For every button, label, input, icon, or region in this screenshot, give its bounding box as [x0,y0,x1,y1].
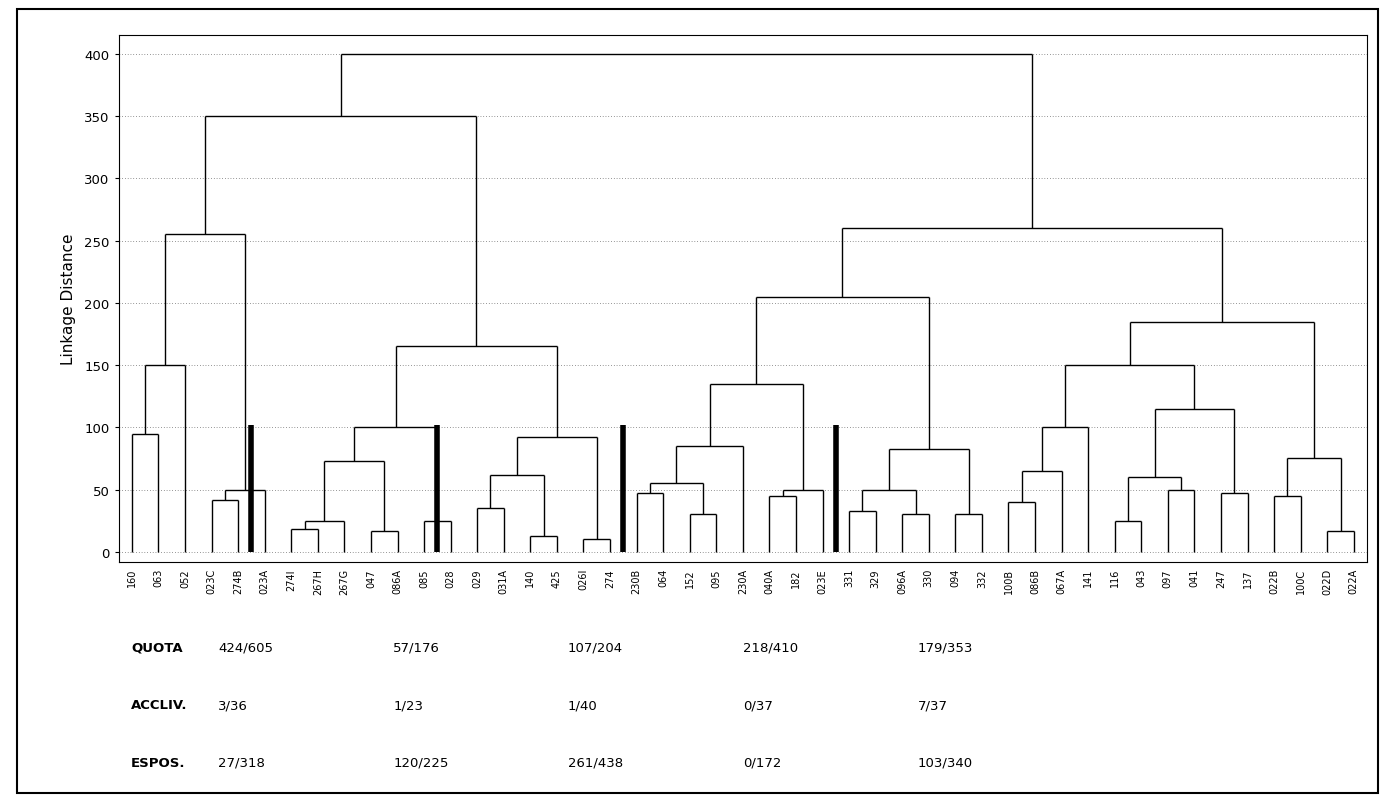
Text: 1/40: 1/40 [568,699,598,711]
Text: 57/176: 57/176 [393,641,441,654]
Text: 3/36: 3/36 [219,699,248,711]
Text: 7/37: 7/37 [918,699,947,711]
Text: 179/353: 179/353 [918,641,972,654]
Text: QUOTA: QUOTA [131,641,183,654]
Text: 0/172: 0/172 [742,756,781,768]
Text: 0/37: 0/37 [742,699,773,711]
Text: 120/225: 120/225 [393,756,449,768]
Text: 107/204: 107/204 [568,641,624,654]
Text: 218/410: 218/410 [742,641,798,654]
Text: 1/23: 1/23 [393,699,423,711]
Text: ACCLIV.: ACCLIV. [131,699,187,711]
Text: 27/318: 27/318 [219,756,265,768]
Text: 103/340: 103/340 [918,756,972,768]
Y-axis label: Linkage Distance: Linkage Distance [61,234,75,365]
Text: 261/438: 261/438 [568,756,624,768]
Text: 424/605: 424/605 [219,641,273,654]
Text: ESPOS.: ESPOS. [131,756,186,768]
